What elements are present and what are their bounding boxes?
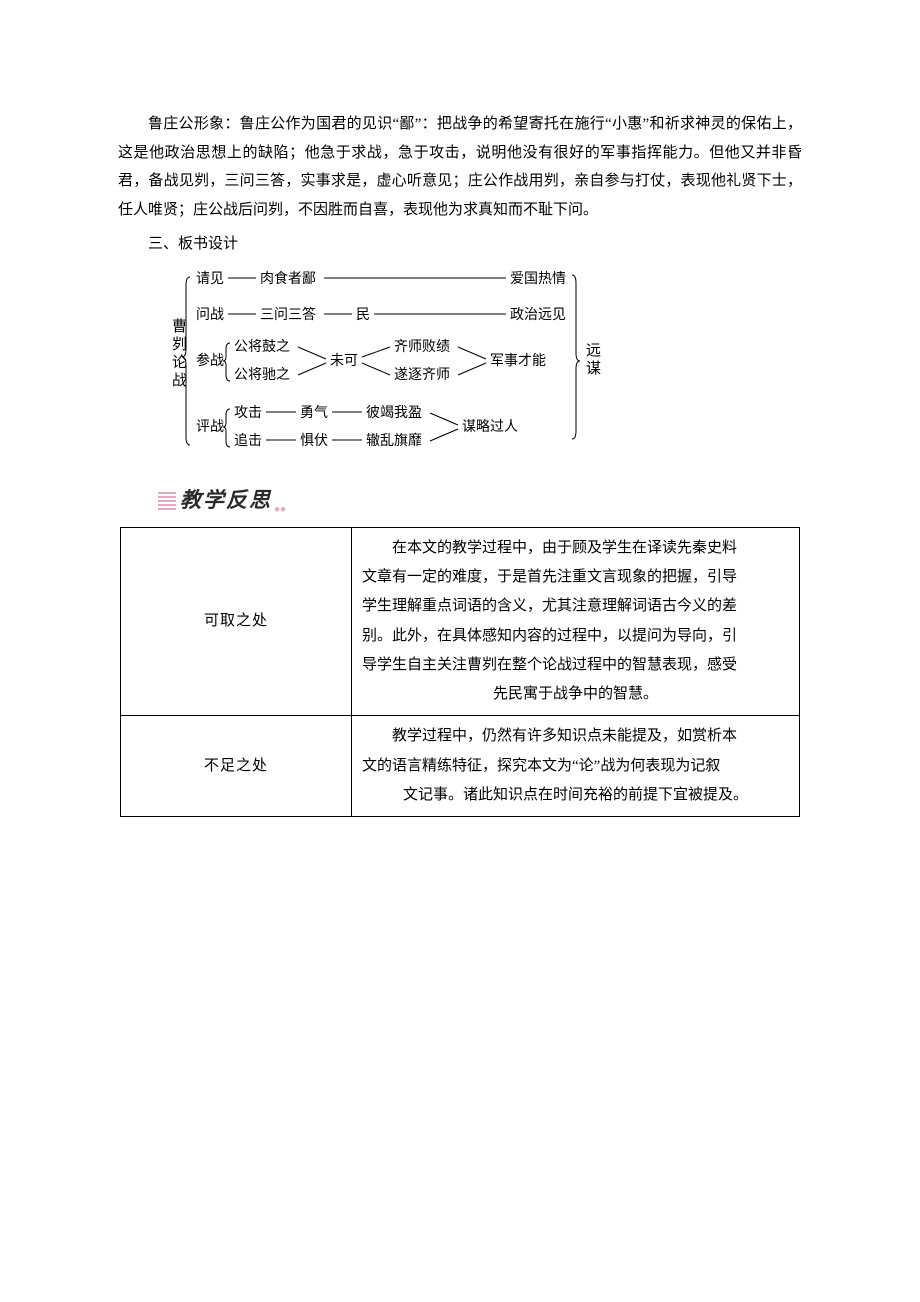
text-line: 别。此外，在具体感知内容的过程中，以提问为导向，引 xyxy=(362,622,789,651)
diagram-row4-ll: 追击 xyxy=(234,433,262,449)
reflection-row1-label: 可取之处 xyxy=(121,527,352,716)
text-line: 文章有一定的难度，于是首先注重文言现象的把握，引导 xyxy=(362,563,789,592)
diagram-row1-right: 爱国热情 xyxy=(510,271,566,287)
diagram-row2-midb: 民 xyxy=(356,308,370,323)
diagram-row1-mid: 肉食者鄙 xyxy=(260,270,316,287)
table-row: 不足之处 教学过程中，仍然有许多知识点未能提及，如赏析本 文的语言精练特征，探究… xyxy=(121,716,800,817)
diagram-row4-key: 评战 xyxy=(196,419,224,435)
diagram-row1-key: 请见 xyxy=(196,271,224,287)
diagram-root-char3: 论 xyxy=(172,354,187,371)
board-design-diagram: 曹 刿 论 战 请见 肉食者鄙 爱国热情 问战 三问三答 民 政治远见 参战 公 xyxy=(166,261,802,472)
diagram-right-char2: 谋 xyxy=(586,360,601,377)
text-line: 导学生自主关注曹刿在整个论战过程中的智慧表现，感受 xyxy=(362,651,789,680)
diagram-row4-ur: 彼竭我盈 xyxy=(366,405,422,421)
diagram-row4-ul: 攻击 xyxy=(234,405,262,421)
diagram-row2-key: 问战 xyxy=(196,307,224,323)
text-line: 学生理解重点词语的含义，尤其注意理解词语古今义的差 xyxy=(362,592,789,621)
reflection-row1-content: 在本文的教学过程中，由于顾及学生在译读先秦史料 文章有一定的难度，于是首先注重文… xyxy=(352,527,800,716)
diagram-row3-key: 参战 xyxy=(196,352,224,369)
reflection-banner: 教学反思 ●● xyxy=(158,481,802,521)
diagram-row4-um: 勇气 xyxy=(300,405,328,421)
text-line: 教学过程中，仍然有许多知识点未能提及，如赏析本 xyxy=(362,722,789,751)
diagram-row3-ur: 齐师败绩 xyxy=(394,339,450,355)
diagram-row3-right: 军事才能 xyxy=(490,353,546,369)
banner-stripe-icon xyxy=(158,492,176,510)
diagram-row4-lr: 辙乱旗靡 xyxy=(366,432,422,449)
diagram-row4-right: 谋略过人 xyxy=(462,419,518,435)
reflection-row2-label: 不足之处 xyxy=(121,716,352,817)
diagram-row3-ul: 公将鼓之 xyxy=(234,339,290,355)
diagram-row4-lm: 惧伏 xyxy=(300,433,328,449)
text-line: 在本文的教学过程中，由于顾及学生在译读先秦史料 xyxy=(362,534,789,563)
diagram-row3-ll: 公将驰之 xyxy=(234,367,290,383)
diagram-right-char1: 远 xyxy=(586,342,601,359)
diagram-root-char4: 战 xyxy=(172,372,187,389)
text-line: 文的语言精练特征，探究本文为“论”战为何表现为记叙 xyxy=(362,752,789,781)
text-line: 先民寓于战争中的智慧。 xyxy=(362,680,789,709)
banner-dots-icon: ●● xyxy=(274,500,286,521)
body-paragraph: 鲁庄公形象：鲁庄公作为国君的见识“鄙”：把战争的希望寄托在施行“小惠”和祈求神灵… xyxy=(118,110,802,224)
reflection-title: 教学反思 xyxy=(180,481,272,521)
diagram-root-char1: 曹 xyxy=(172,318,187,335)
table-row: 可取之处 在本文的教学过程中，由于顾及学生在译读先秦史料 文章有一定的难度，于是… xyxy=(121,527,800,716)
diagram-row2-mida: 三问三答 xyxy=(260,306,316,323)
reflection-table: 可取之处 在本文的教学过程中，由于顾及学生在译读先秦史料 文章有一定的难度，于是… xyxy=(120,527,800,817)
diagram-root-char2: 刿 xyxy=(172,336,187,353)
reflection-row2-content: 教学过程中，仍然有许多知识点未能提及，如赏析本 文的语言精练特征，探究本文为“论… xyxy=(352,716,800,817)
diagram-row3-center: 未可 xyxy=(330,353,358,369)
section-3-title: 三、板书设计 xyxy=(118,230,802,259)
text-line: 文记事。诸此知识点在时间充裕的前提下宜被提及。 xyxy=(362,781,789,810)
diagram-row2-right: 政治远见 xyxy=(510,307,566,323)
diagram-row3-lr: 遂逐齐师 xyxy=(394,367,450,383)
